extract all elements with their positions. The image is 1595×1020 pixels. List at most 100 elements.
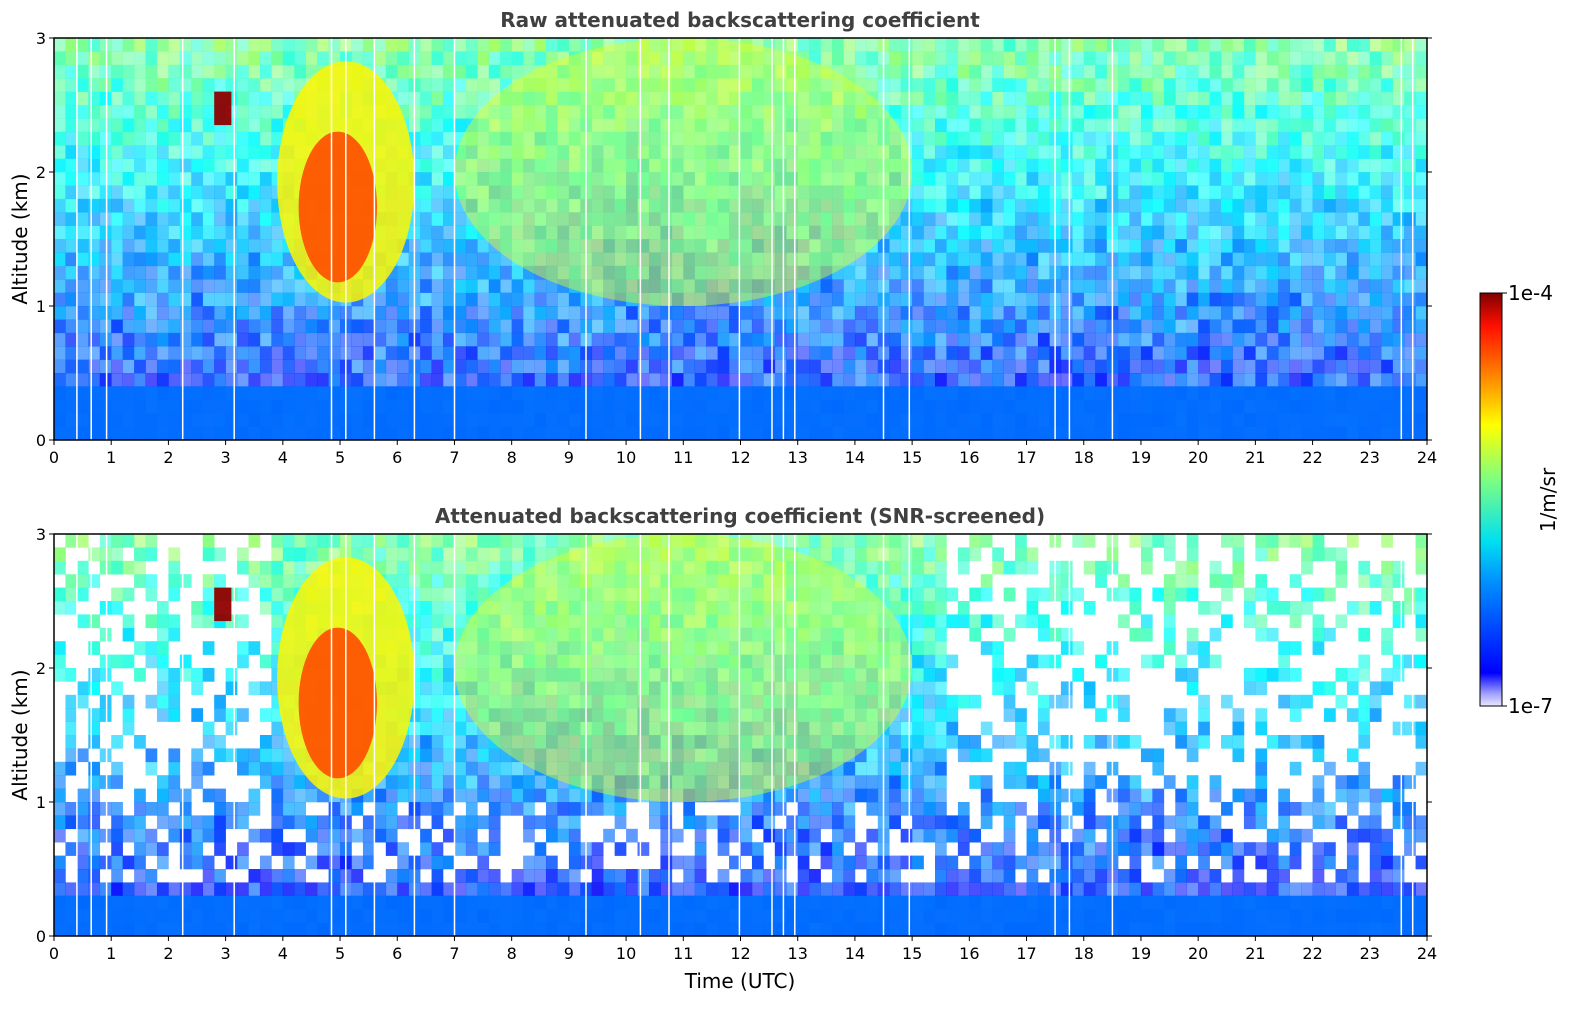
noise-cell: [889, 105, 901, 119]
noise-cell: [1243, 319, 1256, 334]
noise-cell: [1312, 359, 1325, 374]
noise-cell: [740, 319, 753, 334]
noise-cell: [431, 252, 444, 267]
noise-cell: [717, 145, 730, 159]
noise-cell: [454, 198, 467, 213]
noise-cell: [545, 265, 558, 280]
noise-cell: [1129, 239, 1142, 253]
noise-cell: [969, 373, 982, 387]
noise-cell: [500, 172, 512, 186]
noise-cell: [202, 373, 215, 387]
noise-cell: [1232, 292, 1245, 307]
noise-cell: [923, 185, 936, 200]
noise-cell: [660, 91, 673, 106]
noise-cell: [717, 158, 730, 173]
noise-cell: [545, 172, 558, 186]
noise-cell: [1243, 172, 1256, 186]
noise-cell: [214, 306, 226, 320]
noise-cell: [786, 332, 799, 347]
noise-cell: [1221, 373, 1233, 387]
noise-cell: [111, 212, 123, 226]
noise-cell: [1243, 64, 1256, 79]
noise-cell: [1175, 359, 1188, 374]
noise-cell: [65, 105, 78, 119]
noise-cell: [1404, 373, 1416, 387]
noise-cell: [477, 225, 490, 240]
noise-cell: [225, 802, 238, 816]
noise-cell: [443, 292, 455, 307]
noise-cell: [134, 788, 146, 803]
noise-cell: [179, 346, 192, 360]
noise-cell: [912, 38, 924, 52]
noise-cell: [1346, 198, 1359, 213]
noise-cell: [843, 265, 856, 280]
noise-cell: [443, 239, 455, 253]
noise-cell: [477, 279, 490, 293]
noise-cell: [397, 346, 409, 360]
noise-cell: [385, 64, 398, 79]
noise-cell: [282, 775, 295, 789]
noise-cell: [832, 51, 844, 66]
noise-cell: [648, 118, 661, 133]
noise-cell: [1312, 51, 1325, 66]
noise-cell: [294, 64, 307, 79]
noise-cell: [179, 292, 192, 307]
noise-cell: [477, 292, 490, 307]
noise-cell: [420, 78, 432, 92]
noise-cell: [1140, 198, 1153, 213]
noise-cell: [488, 681, 501, 696]
noise-cell: [1335, 158, 1348, 173]
noise-cell: [328, 802, 341, 816]
noise-cell: [992, 51, 1004, 66]
noise-cell: [740, 78, 753, 92]
noise-cell: [145, 239, 158, 253]
noise-cell: [557, 869, 570, 883]
noise-cell: [282, 587, 295, 602]
noise-cell: [854, 118, 867, 133]
noise-cell: [1358, 78, 1371, 92]
noise-cell: [1243, 373, 1256, 387]
noise-cell: [1392, 306, 1405, 320]
noise-cell: [614, 668, 627, 682]
noise-cell: [648, 64, 661, 79]
noise-cell: [1255, 131, 1268, 146]
noise-cell: [214, 279, 226, 293]
noise-cell: [202, 614, 215, 629]
noise-cell: [969, 198, 982, 213]
noise-cell: [465, 627, 478, 642]
noise-cell: [626, 641, 638, 655]
noise-cell: [614, 185, 627, 200]
noise-cell: [191, 292, 204, 307]
noise-cell: [866, 265, 879, 280]
noise-cell: [774, 131, 787, 146]
noise-cell: [523, 614, 535, 629]
noise-cell: [1198, 91, 1210, 106]
noise-cell: [557, 775, 570, 789]
noise-cell: [591, 225, 604, 240]
noise-cell: [786, 279, 799, 293]
noise-cell: [259, 131, 272, 146]
noise-cell: [545, 91, 558, 106]
noise-cell: [145, 359, 158, 374]
noise-cell: [534, 64, 547, 79]
noise-cell: [454, 748, 467, 763]
noise-cell: [1266, 306, 1279, 320]
noise-cell: [626, 373, 638, 387]
noise-cell: [1060, 373, 1073, 387]
noise-cell: [134, 534, 146, 548]
noise-cell: [843, 158, 856, 173]
noise-cell: [1015, 279, 1027, 293]
noise-cell: [1072, 38, 1085, 52]
noise-cell: [809, 212, 821, 226]
noise-cell: [488, 560, 501, 575]
noise-cell: [671, 239, 684, 253]
noise-cell: [763, 225, 776, 240]
noise-cell: [832, 306, 844, 320]
noise-cell: [1186, 145, 1199, 159]
noise-cell: [500, 225, 512, 240]
noise-cell: [717, 332, 730, 347]
noise-cell: [305, 373, 318, 387]
noise-cell: [1037, 64, 1050, 79]
noise-cell: [202, 185, 215, 200]
noise-cell: [820, 373, 833, 387]
